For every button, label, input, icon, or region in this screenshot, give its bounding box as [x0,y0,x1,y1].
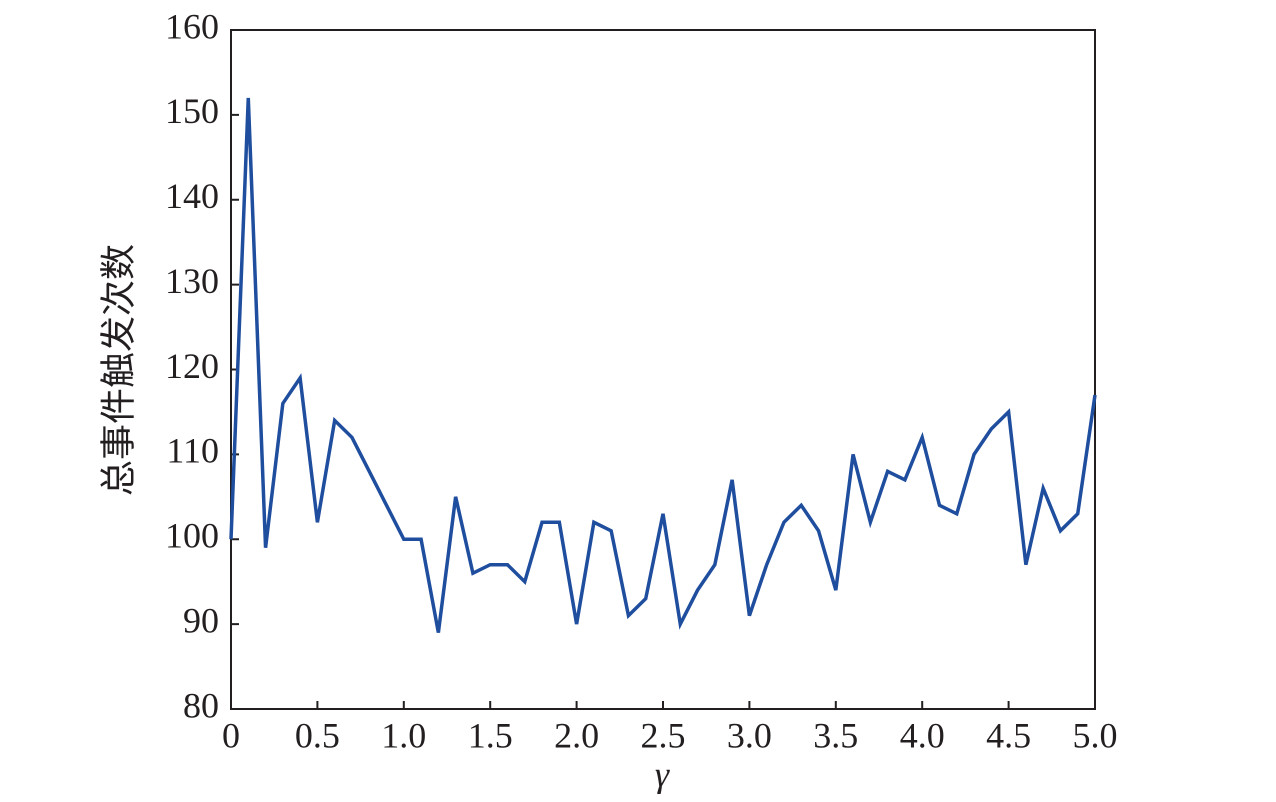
x-tick-label: 2.0 [554,715,599,755]
x-tick-label: 3.5 [813,715,858,755]
y-tick-label: 120 [165,346,219,386]
x-axis-label: γ [655,754,670,794]
x-tick-label: 0 [222,715,240,755]
y-tick-label: 90 [183,600,219,640]
x-tick-label: 5.0 [1073,715,1118,755]
y-tick-label: 160 [165,6,219,46]
y-tick-label: 150 [165,91,219,131]
y-tick-label: 100 [165,516,219,556]
y-tick-label: 110 [166,431,219,471]
x-tick-label: 4.5 [986,715,1031,755]
x-tick-label: 0.5 [295,715,340,755]
y-axis-label: 总事件触发次数 [98,244,138,496]
y-tick-label: 80 [183,685,219,725]
y-tick-label: 140 [165,176,219,216]
x-tick-label: 1.0 [381,715,426,755]
data-line [229,97,1097,633]
x-tick-label: 2.5 [641,715,686,755]
x-tick-label: 1.5 [468,715,513,755]
plot-frame [230,29,1096,710]
y-tick-label: 130 [165,261,219,301]
x-tick-label: 4.0 [900,715,945,755]
x-tick-label: 3.0 [727,715,772,755]
